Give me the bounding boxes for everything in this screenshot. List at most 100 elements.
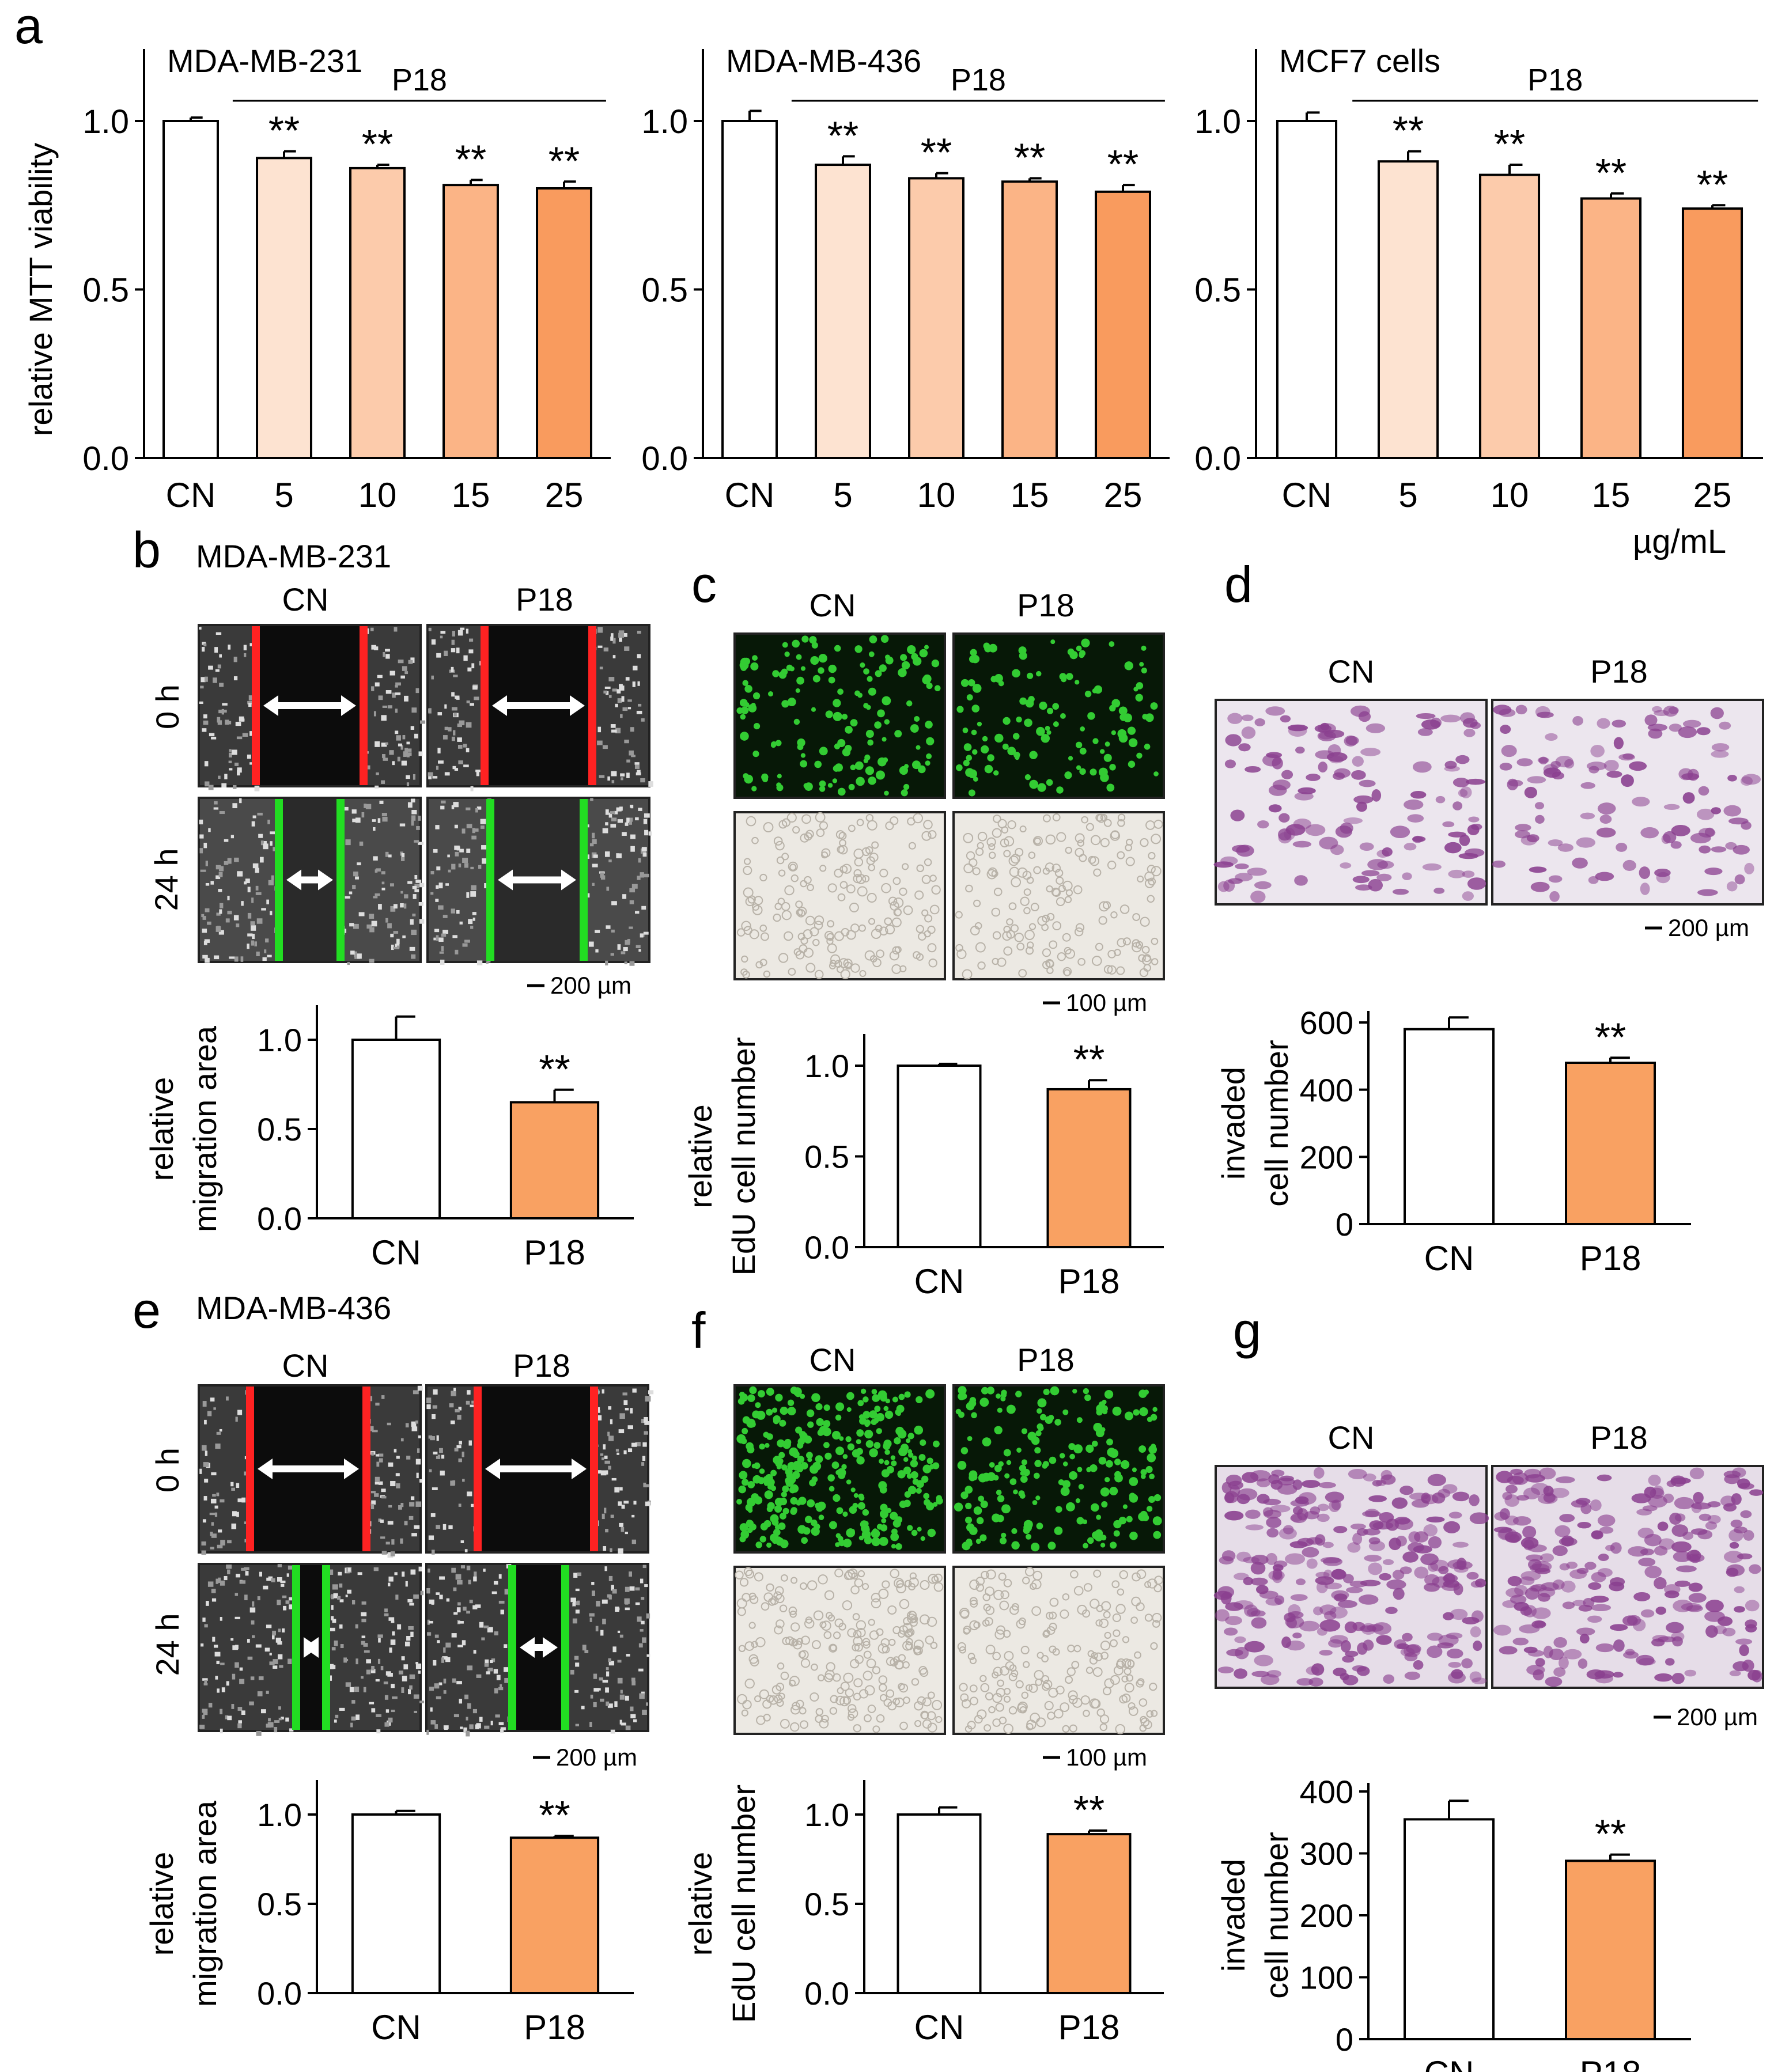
edu-nucleus [884, 1410, 894, 1419]
cell-speck [467, 1491, 472, 1497]
stained-cell [1233, 1600, 1254, 1609]
stained-cell [1390, 825, 1410, 839]
stained-cell [1603, 760, 1619, 772]
cell-speck [283, 1605, 287, 1611]
edu-nucleus [1078, 1484, 1084, 1490]
cell-speck [251, 821, 255, 827]
cell-speck [458, 1458, 462, 1463]
cell-outline [1152, 1620, 1160, 1628]
cell-speck [203, 1683, 208, 1685]
cell-outline [903, 1617, 911, 1626]
cell-speck [642, 1637, 646, 1643]
cell-outline [1085, 823, 1094, 831]
stained-cell [1705, 1521, 1718, 1530]
stained-cell [1366, 723, 1386, 733]
cell-speck [464, 1549, 468, 1552]
stained-cell [1435, 796, 1446, 804]
cell-speck [456, 697, 460, 700]
wound-edge-left [486, 799, 494, 961]
stained-cell [1534, 802, 1545, 810]
cell-outline [849, 902, 859, 912]
cell-speck [467, 1665, 473, 1671]
cell-speck [436, 885, 439, 889]
cell-speck [203, 1496, 207, 1501]
stained-cell [1250, 891, 1266, 903]
edu-nucleus [845, 748, 851, 754]
cell-speck [250, 921, 255, 926]
edu-nucleus [1019, 1493, 1026, 1499]
cell-outline [847, 1704, 857, 1713]
edu-nucleus [835, 1402, 845, 1411]
cell-outline [921, 909, 929, 916]
cell-outline [1102, 901, 1111, 910]
cell-speck [409, 1674, 415, 1680]
stained-cell [1351, 770, 1366, 780]
edu-nucleus [792, 639, 800, 648]
cell-speck [288, 1658, 292, 1665]
cell-speck [608, 859, 612, 862]
edu-nucleus [978, 1495, 985, 1502]
cell-speck [351, 1716, 356, 1721]
cell-speck [440, 1470, 445, 1476]
edu-nucleus [898, 1447, 907, 1456]
edu-nucleus [922, 676, 931, 685]
x-tick-label: 25 [1693, 476, 1732, 514]
cell-speck [227, 1569, 230, 1574]
stained-cell [1633, 1592, 1651, 1601]
cell-speck [402, 935, 406, 938]
edu-nucleus [738, 1485, 746, 1494]
stained-cell [1274, 1595, 1285, 1605]
cell-speck [440, 959, 445, 965]
cell-speck [473, 1576, 477, 1582]
cell-speck [426, 1588, 430, 1594]
cell-outline [1003, 1579, 1012, 1588]
x-tick-label: CN [914, 2008, 964, 2047]
edu-nucleus [793, 718, 800, 725]
cell-speck [471, 1503, 475, 1507]
y-tick-label: 0.0 [257, 1200, 302, 1237]
stained-cell [1328, 1639, 1343, 1648]
edu-nucleus [767, 1484, 773, 1490]
cell-speck [596, 1415, 602, 1421]
edu-nucleus [800, 666, 806, 671]
edu-nucleus [1128, 738, 1138, 748]
edu-nucleus [1060, 713, 1066, 719]
cell-outline [832, 1673, 841, 1682]
cell-outline [894, 946, 902, 953]
cell-speck [378, 1453, 384, 1457]
cell-outline [956, 949, 967, 959]
cell-speck [218, 1577, 221, 1583]
cell-outline [784, 885, 795, 896]
stained-cell [1318, 1482, 1336, 1488]
edu-nucleus [881, 1518, 887, 1524]
cell-speck [390, 1480, 396, 1487]
cell-speck [409, 1685, 413, 1690]
cell-outline [800, 1658, 811, 1668]
edu-nucleus [1036, 671, 1042, 677]
cell-speck [626, 772, 630, 778]
cell-speck [483, 1625, 489, 1628]
cell-speck [374, 1493, 379, 1497]
cell-speck [625, 1586, 630, 1592]
cell-outline [993, 887, 1003, 896]
stained-cell [1499, 709, 1516, 717]
cell-outline [1004, 836, 1015, 847]
cell-speck [641, 1691, 645, 1695]
cell-outline [1052, 813, 1061, 821]
cell-outline [882, 1580, 890, 1589]
panel-letter-b: b [133, 521, 161, 578]
stained-cell [1526, 1665, 1545, 1676]
cell-outline [821, 1714, 829, 1723]
cell-outline [927, 925, 936, 934]
cell-outline [779, 1604, 788, 1612]
edu-nucleus [869, 1410, 877, 1419]
cell-outline [800, 1720, 809, 1729]
edu-nucleus [926, 753, 932, 759]
cell-speck [218, 709, 222, 714]
stained-cell [1298, 787, 1316, 794]
edu-nucleus [1059, 673, 1066, 680]
cell-outline [963, 832, 974, 843]
cell-speck [278, 1628, 281, 1632]
edu-nucleus [835, 1414, 842, 1421]
stained-cell [1470, 1581, 1482, 1588]
